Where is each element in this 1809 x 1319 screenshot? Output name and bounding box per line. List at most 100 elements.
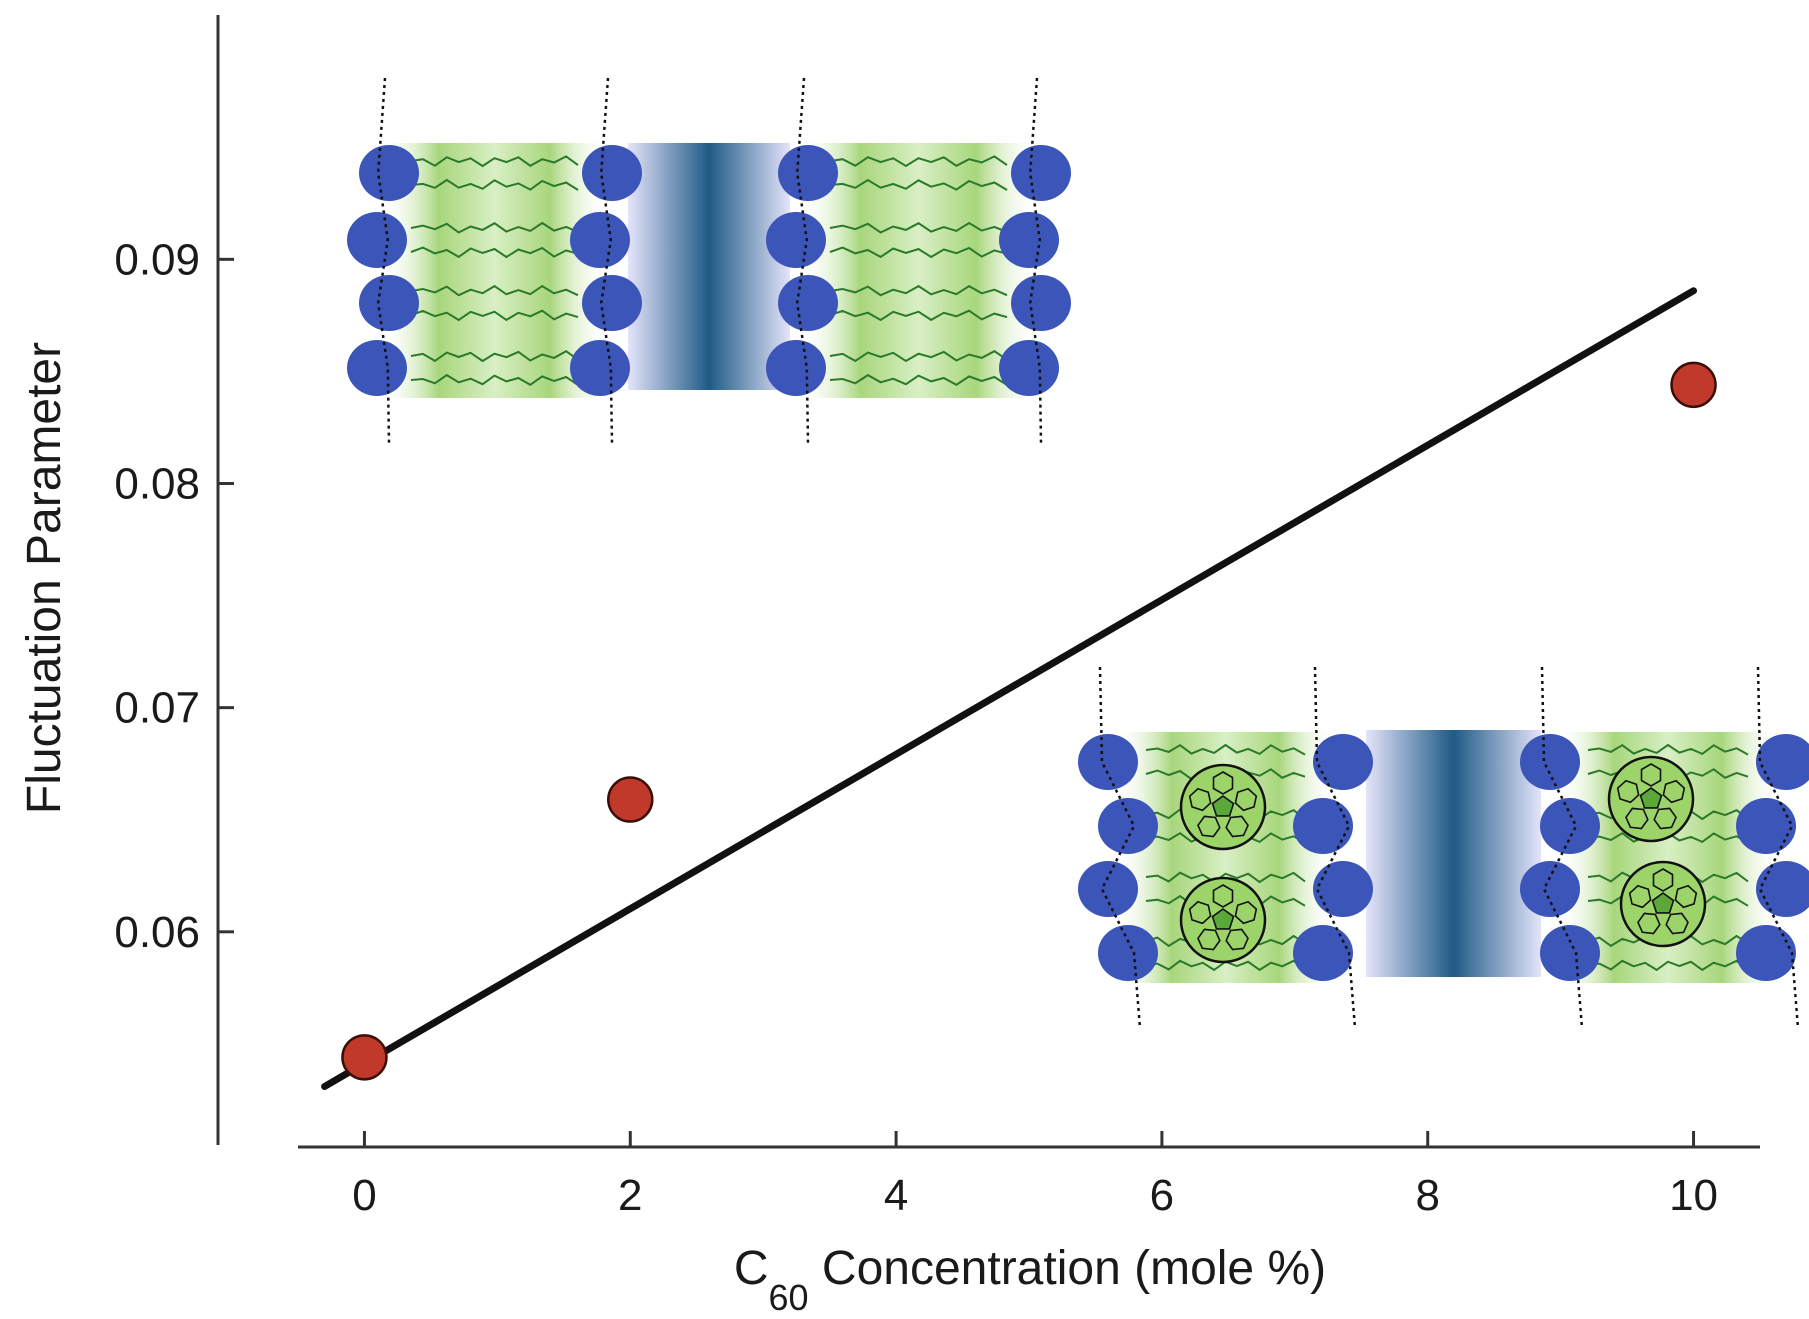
lipid-head xyxy=(1078,861,1138,917)
x-tick-label: 0 xyxy=(352,1171,376,1220)
tail-chain xyxy=(410,350,579,363)
bilayer-inset-bottom-right-with-c60 xyxy=(1078,666,1809,1029)
c60-face xyxy=(1225,928,1249,951)
c60-face xyxy=(1625,807,1649,830)
c60-face xyxy=(1662,779,1686,804)
dotted-guide xyxy=(599,77,614,444)
c60-face xyxy=(1653,807,1677,830)
x-ticks: 0 2 4 6 8 10 xyxy=(352,1131,1718,1220)
lipid-head xyxy=(1313,861,1373,917)
water-layer xyxy=(628,143,790,390)
fit-line-segment xyxy=(321,287,1698,1090)
c60-face xyxy=(1637,912,1661,935)
x-tick-label: 6 xyxy=(1150,1171,1174,1220)
lipid-head xyxy=(1736,798,1796,854)
lipid-head xyxy=(1540,798,1600,854)
lipid-head xyxy=(347,212,407,268)
lipid-head xyxy=(1520,734,1580,790)
lipid-head xyxy=(570,340,630,396)
tail-chain xyxy=(829,309,1008,322)
x-tick-label: 4 xyxy=(884,1171,908,1220)
lipid-head xyxy=(582,275,642,331)
lipid-head xyxy=(1011,275,1071,331)
y-tick-label: 0.07 xyxy=(114,684,200,733)
lipid-head xyxy=(778,145,838,201)
tail-chain xyxy=(1587,959,1749,972)
lipid-head xyxy=(1313,734,1373,790)
lipid-head xyxy=(1293,925,1353,981)
c60-face xyxy=(1616,779,1640,804)
y-ticks: 0.06 0.07 0.08 0.09 xyxy=(114,235,234,957)
y-tick-label: 0.09 xyxy=(114,235,200,284)
data-point xyxy=(607,776,654,823)
tail-chain xyxy=(829,284,1008,297)
c60-face xyxy=(1197,815,1221,838)
tail-chain xyxy=(410,373,579,386)
x-axis-title-subscript: 60 xyxy=(769,1277,809,1318)
c60-face xyxy=(1188,900,1212,925)
lipid-head xyxy=(1011,145,1071,201)
y-tick-label: 0.06 xyxy=(114,908,200,957)
lipid-head xyxy=(1736,925,1796,981)
tail-region xyxy=(383,143,606,398)
tail-chain xyxy=(829,178,1008,191)
dotted-guide xyxy=(1098,666,1142,1029)
c60-face xyxy=(1225,815,1249,838)
lipid-head xyxy=(1098,798,1158,854)
x-tick-label: 2 xyxy=(618,1171,642,1220)
tail-chain xyxy=(410,178,579,191)
lipid-head xyxy=(359,275,419,331)
lipid-head xyxy=(359,145,419,201)
lipid-head xyxy=(1078,734,1138,790)
c60-face xyxy=(1665,912,1689,935)
y-tick-label: 0.08 xyxy=(114,459,200,508)
bilayer-inset-top-left xyxy=(347,77,1071,444)
tail-chain xyxy=(829,221,1008,234)
axes xyxy=(216,15,1760,1149)
fit-line xyxy=(321,287,1698,1090)
c60-face xyxy=(1211,795,1235,817)
x-axis-title-main: C xyxy=(734,1242,769,1295)
x-axis-title: C60 Concentration (mole %) xyxy=(734,1242,1326,1318)
data-points xyxy=(341,361,1717,1081)
water-layer xyxy=(1366,730,1541,977)
x-tick-label: 8 xyxy=(1415,1171,1439,1220)
dotted-guide xyxy=(1756,666,1800,1029)
tail-chain xyxy=(829,155,1008,168)
tail-chain xyxy=(410,221,579,234)
tail-chain xyxy=(829,246,1008,259)
c60-face xyxy=(1234,787,1258,812)
tail-chain xyxy=(410,284,579,297)
dotted-guide xyxy=(795,77,810,444)
c60-face xyxy=(1652,868,1674,892)
tail-chain xyxy=(1587,743,1749,756)
tail-chain xyxy=(1145,743,1306,756)
lipid-head xyxy=(1756,734,1809,790)
tail-chain xyxy=(829,350,1008,363)
c60-face xyxy=(1651,892,1675,914)
tail-chain xyxy=(410,246,579,259)
c60-face xyxy=(1211,908,1235,930)
lipid-head xyxy=(582,145,642,201)
c60-face xyxy=(1674,884,1698,909)
dotted-guide xyxy=(1540,666,1584,1029)
x-tick-label: 10 xyxy=(1669,1171,1718,1220)
dotted-guide xyxy=(1313,666,1357,1029)
lipid-head xyxy=(766,340,826,396)
data-point xyxy=(341,1034,388,1081)
tail-chain xyxy=(1145,871,1306,884)
lipid-head xyxy=(766,212,826,268)
tail-chain xyxy=(829,373,1008,386)
c60-face xyxy=(1640,763,1662,787)
c60-face xyxy=(1639,787,1663,809)
c60-face xyxy=(1212,771,1234,795)
lipid-head xyxy=(1293,798,1353,854)
lipid-head xyxy=(1540,925,1600,981)
c60-face xyxy=(1212,884,1234,908)
c60-face xyxy=(1188,787,1212,812)
c60-face xyxy=(1234,900,1258,925)
lipid-head xyxy=(1520,861,1580,917)
y-axis-title: Fluctuation Parameter xyxy=(18,342,71,814)
lipid-head xyxy=(999,212,1059,268)
